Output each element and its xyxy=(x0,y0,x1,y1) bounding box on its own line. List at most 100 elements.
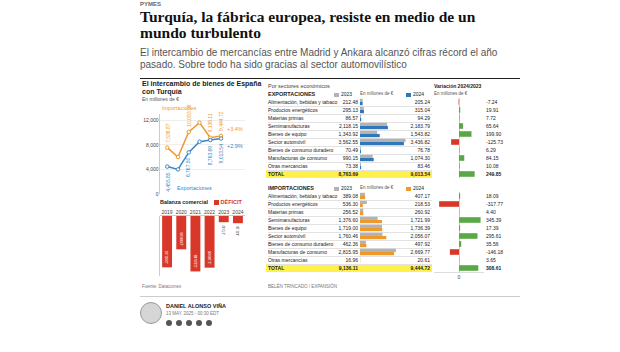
html-text:3,436.82: 3,436.82 xyxy=(410,139,430,145)
svg-text:+3.4%: +3.4% xyxy=(227,126,243,132)
html-text:El intercambio de bienes de Es: El intercambio de bienes de España con T… xyxy=(142,80,262,95)
html-text:Otras mercancías: Otras mercancías xyxy=(268,163,308,169)
html-text:DÉFICIT: DÉFICIT xyxy=(220,199,242,205)
html-text:Bienes de equipo: Bienes de equipo xyxy=(268,225,307,231)
html-text:2023: 2023 xyxy=(341,91,353,97)
html-text:IMPORTACIONES: IMPORTACIONES xyxy=(268,185,314,191)
svg-text:0: 0 xyxy=(458,274,461,280)
html-text:Bienes de equipo: Bienes de equipo xyxy=(268,131,307,137)
svg-text:4,000: 4,000 xyxy=(146,166,159,172)
html-text:7.72: 7.72 xyxy=(486,115,496,121)
html-text:3,562.55: 3,562.55 xyxy=(338,139,358,145)
html-text:Balanza comercial: Balanza comercial xyxy=(160,199,210,205)
html-text:Semimanufacturas: Semimanufacturas xyxy=(268,217,310,223)
html-text:315.04: 315.04 xyxy=(414,107,430,113)
html-text:70.49: 70.49 xyxy=(345,147,358,153)
svg-text:-3,100.00: -3,100.00 xyxy=(208,251,212,265)
html-text:990.15: 990.15 xyxy=(342,155,358,161)
svg-text:2023: 2023 xyxy=(218,209,229,215)
html-text:Semimanufacturas: Semimanufacturas xyxy=(268,123,310,129)
html-text:536.30: 536.30 xyxy=(342,201,358,207)
html-text:65.64: 65.64 xyxy=(486,123,499,129)
svg-text:-3,326.48: -3,326.48 xyxy=(194,254,198,268)
svg-text:2020: 2020 xyxy=(176,209,187,215)
svg-text:12,000: 12,000 xyxy=(143,117,159,123)
html-text:83.46: 83.46 xyxy=(417,163,430,169)
html-text:6.29: 6.29 xyxy=(486,147,496,153)
html-text:Por sectores económicos: Por sectores económicos xyxy=(268,83,330,89)
svg-text:8,000: 8,000 xyxy=(146,142,159,148)
html-text:Variación 2024/2023: Variación 2024/2023 xyxy=(434,83,482,89)
html-text:205.24: 205.24 xyxy=(414,99,430,105)
html-text:76.78: 76.78 xyxy=(417,147,430,153)
svg-text:-2,000.00: -2,000.00 xyxy=(180,232,184,246)
html-text:1,736.39: 1,736.39 xyxy=(410,225,430,231)
html-text:Sector automóvil: Sector automóvil xyxy=(268,233,306,239)
svg-text:2021: 2021 xyxy=(190,209,201,215)
html-text:Materias primas: Materias primas xyxy=(268,209,304,215)
html-text:-125.73: -125.73 xyxy=(486,139,503,145)
html-text:9,013.54: 9,013.54 xyxy=(410,171,430,177)
html-text:260.92: 260.92 xyxy=(414,209,430,215)
html-text:1,376.60: 1,376.60 xyxy=(338,217,358,223)
html-text:1,543.82: 1,543.82 xyxy=(410,131,430,137)
html-text:407.17: 407.17 xyxy=(414,193,430,199)
html-text:94.29: 94.29 xyxy=(417,115,430,121)
html-text:19.91: 19.91 xyxy=(486,107,499,113)
html-text:Productos energéticos: Productos energéticos xyxy=(268,107,318,113)
html-text:2,183.79: 2,183.79 xyxy=(410,123,430,129)
svg-text:9,136.11: 9,136.11 xyxy=(207,113,213,132)
svg-text:2019: 2019 xyxy=(162,209,173,215)
html-text:73.38: 73.38 xyxy=(345,163,358,169)
html-text:2,118.15: 2,118.15 xyxy=(338,123,358,129)
svg-text:4,455.85: 4,455.85 xyxy=(165,172,171,192)
html-text:Alimentación, bebidas y tabaco: Alimentación, bebidas y tabaco xyxy=(268,193,338,199)
svg-text:10,093.98: 10,093.98 xyxy=(186,104,192,126)
html-text:Bienes de consumo duradero: Bienes de consumo duradero xyxy=(268,147,334,153)
svg-text:2022: 2022 xyxy=(204,209,215,215)
html-text:256.52: 256.52 xyxy=(342,209,358,215)
svg-text:Importaciones: Importaciones xyxy=(162,105,197,111)
svg-text:9,444.72: 9,444.72 xyxy=(218,111,224,131)
html-text:2024: 2024 xyxy=(413,91,425,97)
svg-text:-3,081.02: -3,081.02 xyxy=(165,250,169,264)
html-text:2024: 2024 xyxy=(413,185,425,191)
html-text:Manufacturas de consumo: Manufacturas de consumo xyxy=(268,155,327,161)
html-text:-7.24: -7.24 xyxy=(486,99,498,105)
html-text:1,074.30: 1,074.30 xyxy=(410,155,430,161)
html-text:En millones de €: En millones de € xyxy=(142,96,179,102)
html-text:8,763.69: 8,763.69 xyxy=(338,171,358,177)
html-text:389.08: 389.08 xyxy=(342,193,358,199)
svg-text:8,763.69: 8,763.69 xyxy=(207,146,213,166)
html-text:Turquía, la fábrica europea, r: Turquía, la fábrica europea, resiste en … xyxy=(140,8,476,41)
svg-text:Exportaciones: Exportaciones xyxy=(177,185,212,191)
html-text:249.85: 249.85 xyxy=(486,171,502,177)
html-text:295.13: 295.13 xyxy=(342,107,358,113)
html-text:1,719.00: 1,719.00 xyxy=(338,225,358,231)
html-text:El intercambio de mercancías e: El intercambio de mercancías entre Madri… xyxy=(140,47,498,70)
html-text:Materias primas: Materias primas xyxy=(268,115,304,121)
svg-text:-372.42: -372.42 xyxy=(222,225,226,235)
html-text:212.48: 212.48 xyxy=(342,99,358,105)
svg-text:0: 0 xyxy=(156,191,159,197)
html-text:218.53: 218.53 xyxy=(414,201,430,207)
html-text:Productos energéticos: Productos energéticos xyxy=(268,201,318,207)
svg-text:6,767.50: 6,767.50 xyxy=(185,157,191,177)
html-text:10.08: 10.08 xyxy=(486,163,499,169)
html-text:86.57: 86.57 xyxy=(345,115,358,121)
html-text:Alimentación, bebidas y tabaco: Alimentación, bebidas y tabaco xyxy=(268,99,338,105)
html-text:1,721.99: 1,721.99 xyxy=(410,217,430,223)
svg-text:7,536.87: 7,536.87 xyxy=(165,123,171,143)
html-text:TOTAL: TOTAL xyxy=(268,171,285,177)
svg-text:2024: 2024 xyxy=(232,209,243,215)
html-text:Sector automóvil: Sector automóvil xyxy=(268,139,306,145)
html-text:199.90: 199.90 xyxy=(486,131,502,137)
html-text:1,343.92: 1,343.92 xyxy=(338,131,358,137)
html-text:84.15: 84.15 xyxy=(486,155,499,161)
html-text:EXPORTACIONES: EXPORTACIONES xyxy=(268,91,316,97)
html-text:PYMES: PYMES xyxy=(140,1,161,7)
svg-text:-431.18: -431.18 xyxy=(236,226,240,236)
html-text:2023: 2023 xyxy=(341,185,353,191)
svg-text:9,013.54: 9,013.54 xyxy=(218,144,224,164)
svg-text:+2.9%: +2.9% xyxy=(227,143,243,149)
